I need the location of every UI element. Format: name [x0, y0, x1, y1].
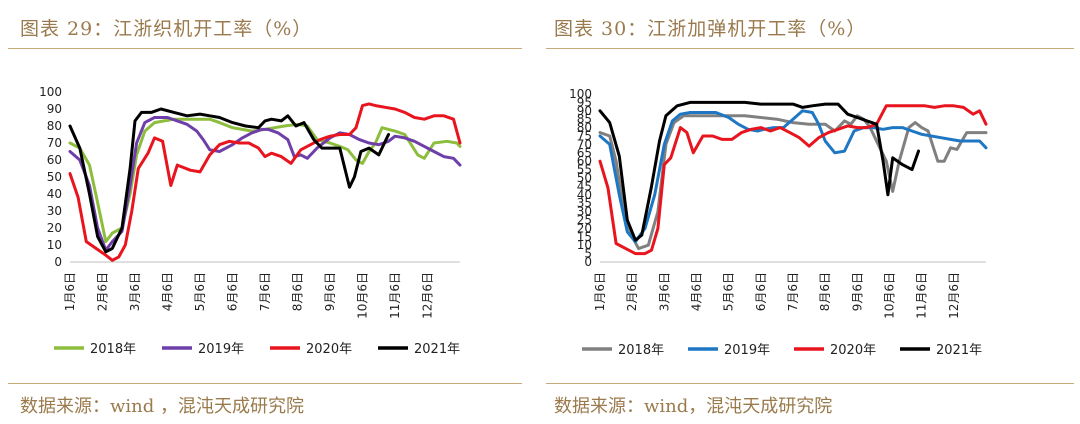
chart-panel-30: 图表 30：江浙加弹机开工率（%） 0 5 10 15 20 25 30 35 40 45 50 55…: [546, 0, 1080, 424]
legend-label: 2019年: [724, 343, 770, 358]
x-tick-label: 3月6日: [657, 272, 671, 311]
title-divider: [546, 48, 1074, 49]
y-tick-label: 40: [577, 188, 592, 202]
y-tick-label: 20: [47, 221, 62, 235]
series-line-2021年: [68, 107, 390, 254]
x-tick-label: 6月6日: [226, 272, 240, 311]
legend-label: 2021年: [414, 342, 460, 357]
source-note: 数据来源：wind，混沌天成研究院: [554, 396, 833, 417]
y-tick-label: 60: [577, 154, 592, 168]
x-tick-label: 8月6日: [818, 272, 832, 311]
series-line-2020年: [68, 102, 462, 262]
series-line-2019年: [598, 109, 988, 244]
y-tick-label: 25: [577, 213, 592, 227]
x-tick-label: 7月6日: [258, 272, 272, 311]
x-tick-label: 8月6日: [291, 272, 305, 311]
y-tick-label: 35: [577, 196, 592, 210]
x-tick-label: 3月6日: [128, 272, 142, 311]
y-tick-label: 20: [577, 221, 592, 235]
y-tick-label: 50: [577, 171, 592, 185]
line-chart-texturing-rate: 0510152025303540455055606570758085909510…: [569, 87, 988, 358]
x-tick-label: 11月6日: [388, 272, 402, 319]
y-tick-label: 95: [577, 95, 592, 109]
y-tick-label: 100: [39, 85, 62, 99]
x-tick-label: 12月6日: [947, 272, 961, 319]
y-tick-label: 0: [54, 255, 62, 269]
x-tick-label: 9月6日: [323, 272, 337, 311]
y-tick-label: 75: [577, 129, 592, 143]
x-tick-label: 4月6日: [161, 272, 175, 311]
y-tick-label: 70: [577, 137, 592, 151]
y-tick-label: 90: [47, 102, 62, 116]
legend-label: 2021年: [936, 343, 982, 358]
x-tick-label: 2月6日: [625, 272, 639, 311]
x-tick-label: 10月6日: [356, 272, 370, 319]
source-divider: [8, 383, 522, 384]
x-tick-label: 6月6日: [754, 272, 768, 311]
source-note: 数据来源：wind ，混沌天成研究院: [20, 396, 304, 417]
y-tick-label: 15: [577, 230, 592, 244]
series-line-2021年: [598, 100, 920, 242]
chart-title: 图表 29：江浙织机开工率（%）: [20, 18, 313, 40]
series-line-2019年: [68, 116, 462, 252]
y-tick-label: 100: [569, 87, 592, 101]
y-tick-label: 5: [584, 247, 592, 261]
x-tick-label: 5月6日: [722, 272, 736, 311]
title-divider: [8, 48, 522, 49]
y-tick-label: 0: [584, 255, 592, 269]
y-tick-label: 10: [47, 238, 62, 252]
x-tick-label: 12月6日: [421, 272, 435, 319]
y-tick-label: 80: [47, 119, 62, 133]
series-line-2020年: [598, 104, 988, 256]
y-tick-label: 40: [47, 187, 62, 201]
x-tick-label: 4月6日: [690, 272, 704, 311]
x-tick-label: 1月6日: [593, 272, 607, 311]
source-divider: [546, 383, 1074, 384]
x-tick-label: 1月6日: [63, 272, 77, 311]
y-tick-label: 30: [577, 205, 592, 219]
y-tick-label: 10: [577, 238, 592, 252]
legend-label: 2019年: [198, 342, 244, 357]
x-tick-label: 2月6日: [96, 272, 110, 311]
y-tick-label: 65: [577, 146, 592, 160]
chart-title: 图表 30：江浙加弹机开工率（%）: [554, 18, 867, 40]
y-tick-label: 80: [577, 121, 592, 135]
x-tick-label: 9月6日: [850, 272, 864, 311]
legend-label: 2018年: [90, 342, 136, 357]
x-tick-label: 11月6日: [915, 272, 929, 319]
line-chart-weaving-rate: 0 10 20 30 40 50 60 70 80 90 100 1月6日 2月6日 3月6日 4月6日 5月…: [39, 85, 462, 357]
y-tick-label: 50: [47, 170, 62, 184]
x-tick-label: 7月6日: [786, 272, 800, 311]
chart-panel-29: 图表 29：江浙织机开工率（%） 0 10 20 30 40 50 60 70 80 90 100 1…: [0, 0, 530, 424]
y-tick-label: 70: [47, 136, 62, 150]
y-tick-label: 45: [577, 179, 592, 193]
y-tick-label: 60: [47, 153, 62, 167]
legend-label: 2020年: [830, 343, 876, 358]
legend-label: 2020年: [306, 342, 352, 357]
y-tick-label: 55: [577, 163, 592, 177]
y-tick-label: 85: [577, 112, 592, 126]
legend-label: 2018年: [618, 343, 664, 358]
y-tick-label: 90: [577, 104, 592, 118]
x-tick-label: 5月6日: [193, 272, 207, 311]
y-tick-label: 30: [47, 204, 62, 218]
x-tick-label: 10月6日: [883, 272, 897, 319]
